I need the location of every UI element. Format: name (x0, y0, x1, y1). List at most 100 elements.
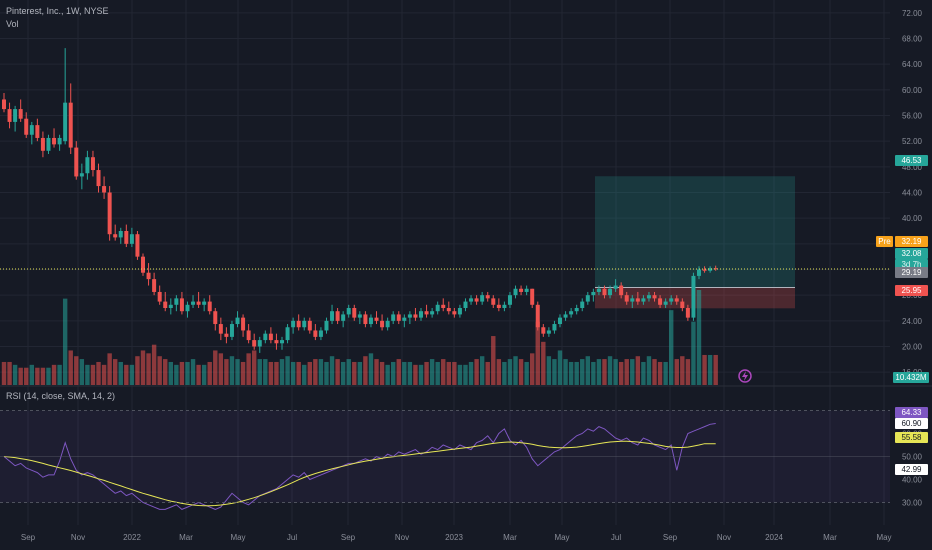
candle[interactable] (141, 253, 145, 276)
candle[interactable] (702, 266, 707, 273)
candle[interactable] (235, 311, 240, 328)
candle[interactable] (380, 314, 385, 331)
candle[interactable] (685, 304, 690, 321)
candle[interactable] (396, 311, 401, 325)
candle[interactable] (602, 285, 607, 299)
candle[interactable] (502, 301, 507, 312)
candle[interactable] (697, 266, 701, 280)
candle[interactable] (196, 291, 201, 308)
candle[interactable] (574, 304, 579, 315)
candle[interactable] (513, 285, 518, 299)
candle[interactable] (274, 333, 279, 350)
candle[interactable] (491, 295, 496, 308)
volume-legend[interactable]: Vol (6, 19, 19, 29)
candle[interactable] (474, 295, 479, 305)
candle[interactable] (185, 301, 190, 318)
candle[interactable] (446, 301, 451, 315)
candle[interactable] (507, 291, 512, 308)
candle[interactable] (652, 291, 657, 302)
candle[interactable] (252, 333, 257, 350)
candle[interactable] (79, 163, 84, 190)
candle[interactable] (463, 298, 468, 312)
candle[interactable] (646, 291, 651, 302)
candle[interactable] (146, 263, 151, 286)
candle[interactable] (13, 105, 18, 132)
candle[interactable] (18, 99, 23, 122)
candle[interactable] (658, 295, 663, 308)
candle[interactable] (524, 285, 529, 296)
candle[interactable] (341, 311, 346, 328)
candle[interactable] (257, 336, 262, 353)
candle[interactable] (191, 295, 196, 308)
candle[interactable] (391, 311, 396, 325)
candle[interactable] (29, 121, 34, 145)
candle[interactable] (174, 295, 179, 312)
lightning-icon[interactable] (738, 369, 752, 383)
candle[interactable] (535, 301, 540, 331)
candle[interactable] (346, 304, 351, 318)
candle[interactable] (113, 224, 118, 241)
candle[interactable] (241, 314, 246, 337)
candle[interactable] (291, 317, 296, 334)
candle[interactable] (213, 308, 218, 331)
candle[interactable] (102, 176, 107, 199)
candlesticks[interactable] (2, 48, 718, 353)
candle[interactable] (368, 314, 373, 328)
candle[interactable] (330, 304, 335, 325)
candle[interactable] (713, 265, 718, 271)
candle[interactable] (663, 298, 668, 308)
candle[interactable] (52, 128, 57, 148)
candle[interactable] (469, 295, 474, 305)
candle[interactable] (124, 224, 129, 248)
candle[interactable] (218, 317, 223, 341)
candle[interactable] (630, 295, 635, 308)
candle[interactable] (302, 317, 307, 331)
candle[interactable] (129, 227, 134, 248)
candle[interactable] (424, 304, 429, 318)
candle[interactable] (619, 282, 624, 299)
rsi-legend[interactable]: RSI (14, close, SMA, 14, 2) (6, 391, 116, 401)
candle[interactable] (118, 227, 123, 244)
candle[interactable] (680, 298, 685, 312)
candle[interactable] (280, 336, 284, 350)
candle[interactable] (57, 134, 62, 151)
candle[interactable] (207, 295, 212, 315)
candle[interactable] (496, 298, 501, 312)
candle[interactable] (85, 150, 90, 180)
candle[interactable] (363, 311, 368, 328)
rsi-panel[interactable] (0, 410, 890, 510)
candle[interactable] (485, 291, 490, 302)
candle[interactable] (157, 285, 162, 305)
candle[interactable] (613, 279, 618, 292)
candle[interactable] (385, 317, 390, 331)
candle[interactable] (374, 311, 379, 325)
candle[interactable] (152, 272, 157, 296)
candle[interactable] (313, 324, 318, 341)
candle[interactable] (318, 327, 323, 341)
position-zones[interactable] (595, 176, 795, 309)
candle[interactable] (585, 291, 590, 305)
candle[interactable] (674, 295, 679, 305)
candle[interactable] (530, 288, 535, 308)
candle[interactable] (74, 141, 79, 180)
candle[interactable] (641, 295, 646, 305)
candle[interactable] (546, 327, 551, 337)
candle[interactable] (569, 308, 574, 318)
candle[interactable] (179, 291, 184, 315)
price-axis[interactable]: 72.00 68.00 64.00 60.00 56.00 52.00 48.00 44.00… (902, 9, 923, 377)
candle[interactable] (552, 320, 557, 334)
candle[interactable] (224, 327, 229, 344)
candle[interactable] (457, 304, 462, 318)
candle[interactable] (708, 266, 713, 273)
candle[interactable] (624, 291, 629, 305)
candle[interactable] (563, 311, 568, 321)
candle[interactable] (46, 134, 51, 154)
candle[interactable] (407, 311, 412, 325)
candle[interactable] (596, 285, 601, 296)
candle[interactable] (246, 324, 251, 344)
candle[interactable] (163, 291, 168, 312)
candle[interactable] (519, 285, 524, 296)
candle[interactable] (324, 317, 329, 334)
candle[interactable] (541, 324, 546, 337)
